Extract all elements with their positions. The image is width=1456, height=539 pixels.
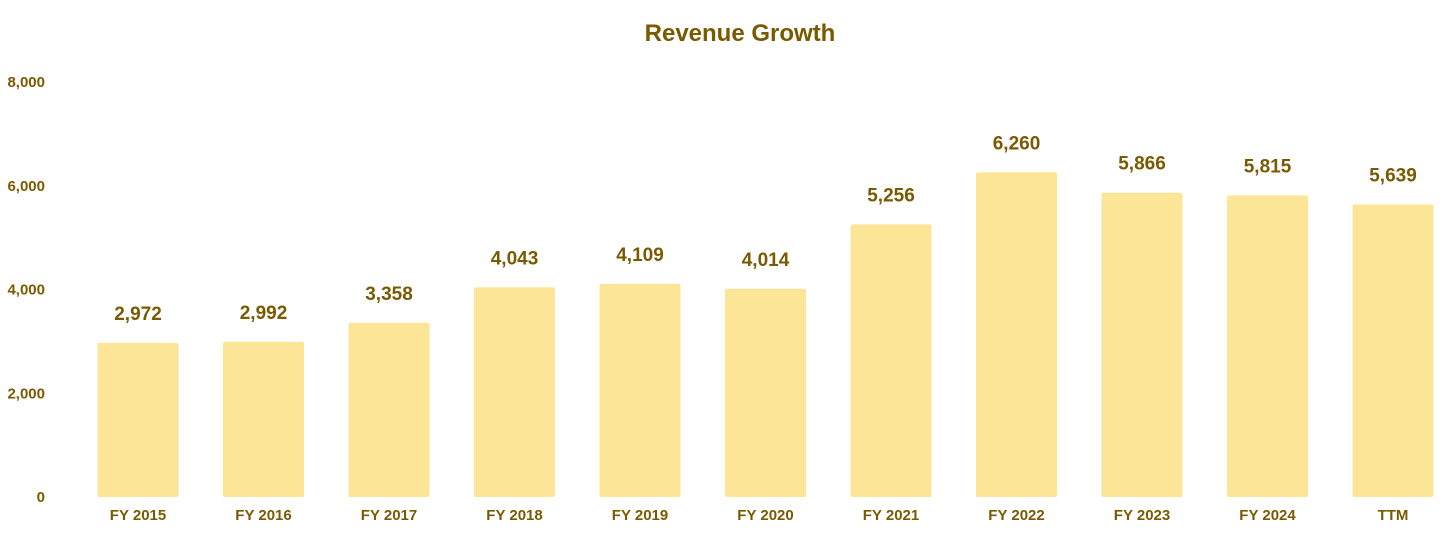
data-label: 6,260 [993, 133, 1041, 154]
data-label: 4,043 [491, 248, 539, 269]
x-tick-label: FY 2024 [1239, 507, 1296, 524]
y-tick-label: 2,000 [7, 385, 45, 402]
bars-group [97, 172, 1434, 498]
x-tick-label: FY 2019 [612, 507, 668, 524]
x-tick-label: FY 2020 [737, 507, 793, 524]
bar-fy-2019 [599, 283, 681, 497]
bar-fy-2016 [223, 341, 304, 497]
bar-fy-2018 [474, 287, 555, 497]
bar-fy-2021 [850, 224, 932, 497]
bar-fy-2015 [97, 342, 179, 497]
data-label: 4,014 [742, 250, 790, 271]
x-tick-label: FY 2016 [235, 507, 291, 524]
bar-fy-2020 [725, 288, 806, 497]
data-label: 2,992 [240, 303, 288, 324]
data-label: 5,866 [1118, 154, 1166, 175]
y-tick-label: 8,000 [7, 74, 45, 91]
data-label: 5,815 [1244, 156, 1292, 177]
y-tick-label: 0 [37, 489, 45, 506]
data-labels-group: 2,972 2,992 3,358 4,043 4,109 4,014 5,256 6,260… [114, 133, 1417, 325]
x-tick-label: TTM [1378, 507, 1409, 524]
data-label: 5,639 [1369, 165, 1417, 186]
x-tick-label: FY 2022 [988, 507, 1044, 524]
y-axis: 0 2,000 4,000 6,000 8,000 [7, 74, 45, 506]
bar-fy-2023 [1101, 192, 1183, 498]
data-label: 2,972 [114, 304, 162, 325]
data-label: 4,109 [616, 245, 664, 266]
x-tick-label: FY 2018 [486, 507, 542, 524]
data-label: 3,358 [365, 284, 413, 305]
x-axis: FY 2015 FY 2016 FY 2017 FY 2018 FY 2019 FY 20… [110, 507, 1409, 524]
y-tick-label: 6,000 [7, 178, 45, 195]
bar-fy-2022 [976, 172, 1057, 497]
bar-fy-2017 [348, 322, 430, 497]
bar-ttm [1352, 204, 1434, 497]
x-tick-label: FY 2017 [361, 507, 417, 524]
x-tick-label: FY 2015 [110, 507, 166, 524]
y-tick-label: 4,000 [7, 282, 45, 299]
x-tick-label: FY 2023 [1114, 507, 1170, 524]
x-tick-label: FY 2021 [863, 507, 919, 524]
bar-fy-2024 [1227, 195, 1308, 498]
chart-title: Revenue Growth [645, 20, 836, 47]
data-label: 5,256 [867, 185, 915, 206]
